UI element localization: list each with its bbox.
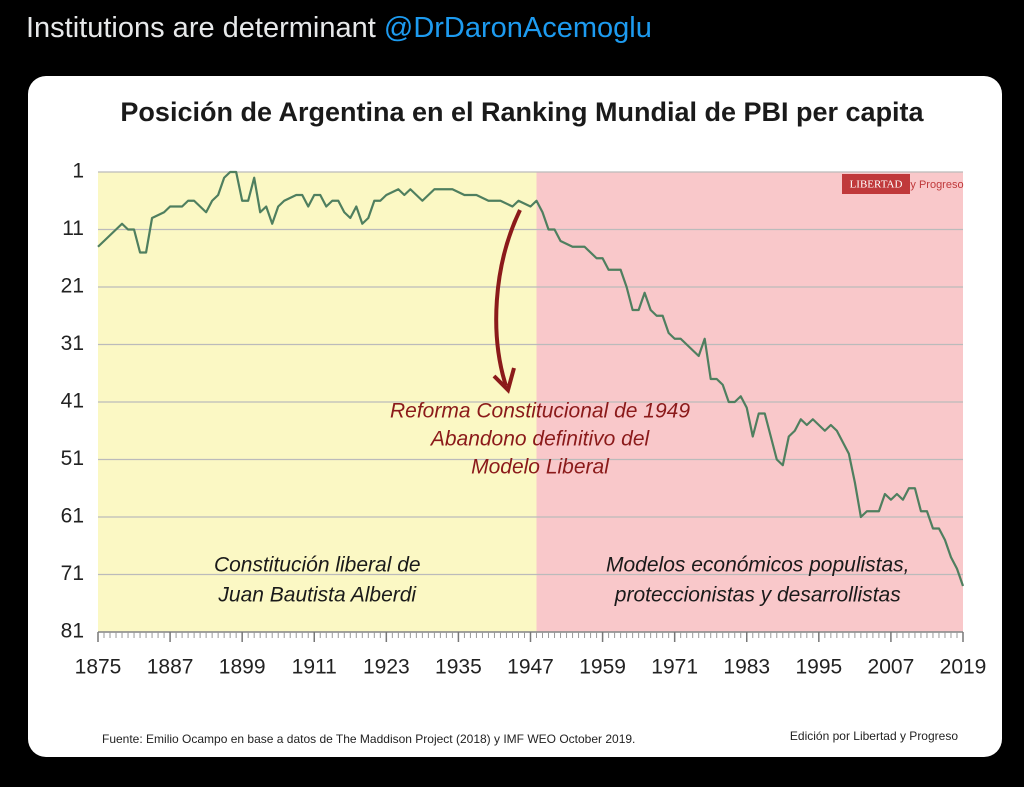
logo-text: y Progreso [910, 179, 963, 191]
source: Fuente: Emilio Ocampo en base a datos de… [102, 732, 635, 746]
tweet-text: Institutions are determinant @DrDaronAce… [26, 12, 652, 45]
annotation: Abandono definitivo del [429, 428, 651, 451]
x-tick-label: 1983 [723, 656, 770, 679]
tweet-body: Institutions are determinant [26, 12, 376, 44]
x-tick-label: 1911 [292, 656, 337, 679]
x-tick-label: 1935 [435, 656, 482, 679]
annotation: Reforma Constitucional de 1949 [390, 400, 690, 423]
y-tick-label: 61 [61, 505, 84, 528]
region-label: Juan Bautista Alberdi [217, 584, 417, 607]
x-tick-label: 2019 [940, 656, 987, 679]
region-label: proteccionistas y desarrollistas [614, 584, 901, 607]
y-tick-label: 51 [61, 447, 84, 470]
grid [97, 171, 964, 642]
logo-box [842, 174, 910, 194]
chart: Posición de Argentina en el Ranking Mund… [61, 97, 987, 746]
line [97, 170, 965, 587]
x-tick-label: 2007 [868, 656, 915, 679]
y-tick-label: 31 [61, 332, 84, 355]
x-tick-label: 1971 [651, 656, 698, 679]
x-tick-label: 1923 [363, 656, 410, 679]
y-tick-label: 71 [61, 562, 84, 585]
marks [97, 170, 965, 587]
arrow-head [492, 367, 516, 394]
image-card[interactable]: Posición de Argentina en el Ranking Mund… [28, 76, 1002, 757]
x-tick-label: 1959 [579, 656, 626, 679]
chart-title: Posición de Argentina en el Ranking Mund… [120, 97, 924, 127]
annotation: Modelo Liberal [471, 456, 610, 479]
x-tick-label: 1947 [507, 656, 554, 679]
region-label: Modelos económicos populistas, [606, 554, 910, 577]
y-tick-label: 11 [62, 217, 84, 240]
y-tick-label: 41 [61, 390, 84, 413]
x-tick-label: 1887 [147, 656, 194, 679]
y-tick-label: 1 [72, 160, 84, 183]
x-tick-label: 1875 [75, 656, 122, 679]
x-tick-label: 1995 [795, 656, 842, 679]
credit: Edición por Libertad y Progreso [790, 729, 958, 743]
region-label: Constitución liberal de [214, 554, 421, 577]
x-tick-label: 1899 [219, 656, 266, 679]
y-tick-label: 81 [61, 620, 84, 643]
y-tick-label: 21 [61, 275, 84, 298]
arrow [494, 209, 522, 387]
logo-text: LIBERTAD [850, 179, 903, 191]
tweet-handle[interactable]: @DrDaronAcemoglu [383, 12, 652, 44]
